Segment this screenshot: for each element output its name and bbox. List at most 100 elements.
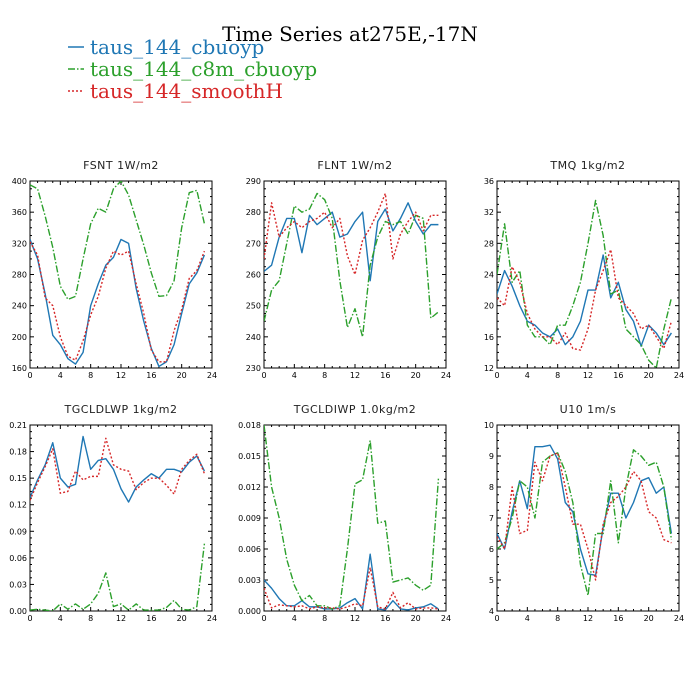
series-line-2: [264, 192, 439, 338]
y-tick-label: 0.018: [238, 421, 261, 430]
y-tick-label: 7: [489, 514, 494, 523]
plot-frame: [29, 424, 213, 612]
y-tick-label: 0.12: [9, 501, 27, 510]
y-tick-label: 10: [484, 421, 494, 430]
x-tick-label: 8: [555, 614, 560, 623]
x-tick-label: 4: [292, 614, 297, 623]
y-tick-label: 16: [484, 333, 494, 342]
y-tick-label: 250: [246, 302, 261, 311]
y-tick-label: 270: [246, 239, 261, 248]
y-tick-label: 230: [246, 364, 261, 373]
y-tick-label: 200: [12, 333, 27, 342]
x-tick-label: 4: [525, 371, 530, 380]
plot-frame: [263, 180, 447, 369]
y-tick-label: 0.00: [9, 607, 27, 616]
y-tick-label: 0.009: [238, 514, 261, 523]
y-tick-label: 32: [484, 208, 494, 217]
x-tick-label: 16: [380, 371, 390, 380]
legend: taus_144_cbuoyptaus_144_c8m_cbuoyptaus_1…: [68, 35, 317, 103]
y-tick-label: 160: [12, 364, 27, 373]
series-line-1: [497, 444, 673, 577]
y-tick-label: 280: [12, 271, 27, 280]
x-tick-label: 24: [207, 371, 217, 380]
y-tick-label: 240: [246, 333, 261, 342]
x-tick-label: 20: [411, 371, 421, 380]
y-tick-label: 0.03: [9, 580, 27, 589]
y-tick-label: 280: [246, 208, 261, 217]
panel-4: TGCLDLWP 1kg/m2 0 4 8 12 16 20 24 0.00 0.03 0.06 0.…: [9, 403, 217, 623]
x-tick-label: 20: [177, 371, 187, 380]
series-line-1: [497, 254, 673, 347]
x-tick-label: 24: [674, 614, 684, 623]
y-tick-label: 6: [489, 545, 494, 554]
series-line-3: [30, 241, 206, 363]
series-line-3: [497, 452, 672, 581]
plot-frame: [496, 424, 680, 612]
x-tick-label: 4: [58, 614, 63, 623]
y-tick-label: 9: [489, 452, 494, 461]
x-tick-label: 24: [441, 371, 451, 380]
y-tick-label: 8: [489, 483, 494, 492]
legend-label: taus_144_smoothH: [90, 79, 283, 103]
y-tick-label: 0.09: [9, 527, 27, 536]
panel-title: FLNT 1W/m2: [317, 159, 392, 172]
y-tick-label: 36: [484, 177, 494, 186]
x-tick-label: 12: [350, 371, 360, 380]
panel-title: FSNT 1W/m2: [83, 159, 159, 172]
x-tick-label: 16: [613, 614, 623, 623]
panel-5: TGCLDIWP 1.0kg/m2 0 4 8 12 16 20 24 0.000 0.003 0.…: [238, 403, 451, 623]
y-tick-label: 360: [12, 208, 27, 217]
series-line-3: [30, 437, 206, 501]
y-tick-label: 0.006: [238, 545, 261, 554]
x-tick-label: 0: [27, 371, 32, 380]
series-line-1: [264, 202, 439, 282]
y-tick-label: 12: [484, 364, 494, 373]
legend-label: taus_144_cbuoyp: [90, 35, 264, 59]
plot-frame: [263, 424, 447, 612]
series-line-1: [264, 553, 439, 611]
y-tick-label: 0.012: [238, 483, 261, 492]
x-tick-label: 12: [583, 614, 593, 623]
x-tick-label: 8: [322, 614, 327, 623]
y-tick-label: 320: [12, 239, 27, 248]
y-tick-label: 0.21: [9, 421, 27, 430]
plot-frame: [496, 180, 680, 369]
x-tick-label: 24: [441, 614, 451, 623]
x-tick-label: 20: [177, 614, 187, 623]
y-tick-label: 24: [484, 271, 494, 280]
y-tick-label: 260: [246, 271, 261, 280]
panel-title: TMQ 1kg/m2: [549, 159, 625, 172]
figure-title: Time Series at275E,-17N: [222, 22, 478, 46]
panel-1: FSNT 1W/m2 0 4 8 12 16 20 24 160 200 240 280 320 360 4…: [12, 159, 217, 380]
y-tick-label: 0.003: [238, 576, 261, 585]
x-tick-label: 0: [27, 614, 32, 623]
y-tick-label: 5: [489, 576, 494, 585]
panels: FSNT 1W/m20 4 8 12 16 20 241602002402803203604…: [9, 159, 684, 623]
y-tick-label: 400: [12, 177, 27, 186]
x-tick-label: 4: [525, 614, 530, 623]
panel-3: TMQ 1kg/m2 0 4 8 12 16 20 24 12 16 20 24 28 32 36: [484, 159, 684, 380]
legend-label: taus_144_c8m_cbuoyp: [90, 57, 317, 81]
x-tick-label: 24: [674, 371, 684, 380]
y-tick-label: 28: [484, 239, 494, 248]
series-line-3: [497, 248, 673, 351]
series-line-3: [264, 192, 439, 276]
x-tick-label: 8: [322, 371, 327, 380]
x-tick-label: 4: [58, 371, 63, 380]
series-line-2: [30, 181, 206, 301]
x-tick-label: 0: [261, 371, 266, 380]
x-tick-label: 0: [494, 371, 499, 380]
legend-entry-2: taus_144_c8m_cbuoyp: [68, 57, 317, 81]
series-line-2: [497, 449, 673, 597]
x-tick-label: 16: [380, 614, 390, 623]
x-tick-label: 24: [207, 614, 217, 623]
y-tick-label: 0.18: [9, 448, 27, 457]
y-tick-label: 0.06: [9, 554, 27, 563]
x-tick-label: 0: [494, 614, 499, 623]
y-tick-label: 20: [484, 302, 494, 311]
series-line-2: [30, 543, 206, 611]
x-tick-label: 8: [555, 371, 560, 380]
y-tick-label: 0.000: [238, 607, 261, 616]
